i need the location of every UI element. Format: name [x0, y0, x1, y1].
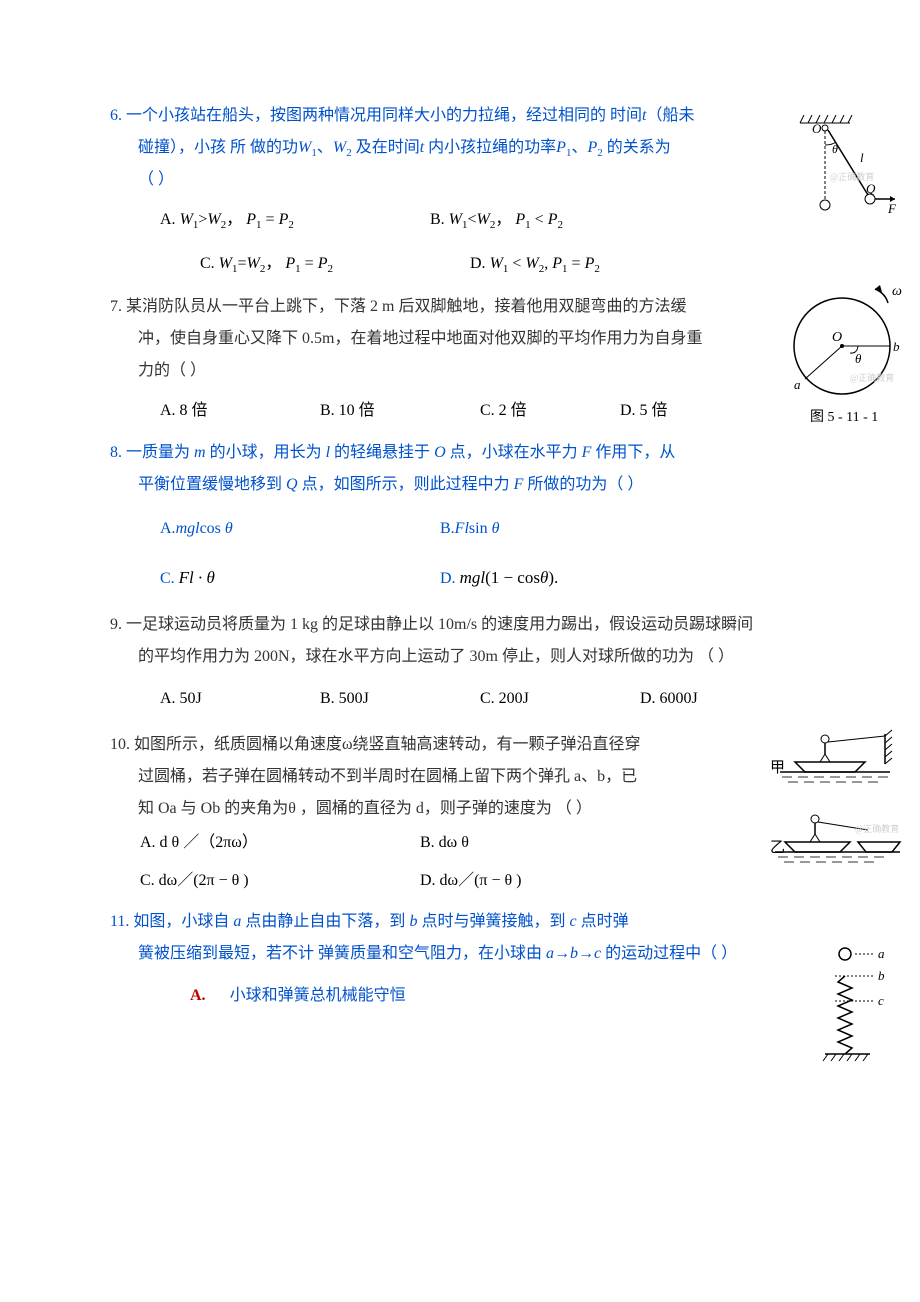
boats-diagram: 甲 乙	[765, 729, 905, 889]
label-a: a	[878, 946, 885, 961]
q6-paren: （ ）	[110, 164, 850, 196]
q9-opt-b: B. 500J	[320, 683, 480, 715]
q7-opt-d: D. 5 倍	[620, 395, 780, 427]
q11-opt-a-text: 小球和弹簧总机械能守恒	[230, 987, 406, 1004]
q7-options: A. 8 倍 B. 10 倍 C. 2 倍 D. 5 倍	[110, 395, 850, 427]
question-6: 6. 一个小孩站在船头，按图两种情况用同样大小的力拉绳，经过相同的 时间t（船未…	[110, 100, 850, 281]
question-8: 8. 一质量为 m 的小球，用长为 l 的轻绳悬挂于 O 点，小球在水平力 F …	[110, 437, 850, 595]
label-c: c	[878, 993, 884, 1008]
watermark: @正确教育	[830, 171, 874, 182]
q8-opt-a: A.mglcos θ	[160, 513, 440, 545]
q7-number: 7.	[110, 298, 122, 315]
q11-options: A. 小球和弹簧总机械能守恒	[110, 980, 850, 1012]
q11-text-line2: 簧被压缩到最短，若不计 弹簧质量和空气阻力，在小球由 a→b→c 的运动过程中（…	[110, 938, 850, 970]
q6-figure: O θ l Q F @正确教育	[790, 115, 900, 225]
q8-number: 8.	[110, 444, 122, 461]
label-b: b	[878, 968, 885, 983]
label-l: l	[860, 150, 864, 165]
q11-text: 11. 如图，小球自 a 点由静止自由下落，到 b 点时与弹簧接触，到 c 点时…	[110, 906, 850, 938]
q10-opt-b: B. dω θ	[420, 829, 469, 858]
q9-text: 9. 一足球运动员将质量为 1 kg 的足球由静止以 10m/s 的速度用力踢出…	[110, 609, 850, 641]
label-F: F	[887, 201, 897, 216]
q9-opt-a: A. 50J	[160, 683, 320, 715]
watermark: @正确教育	[855, 823, 899, 834]
q8-opt-c: C. Fl · θ	[160, 561, 440, 595]
q9-options: A. 50J B. 500J C. 200J D. 6000J	[110, 683, 850, 715]
question-10: 10. 如图所示，纸质圆桶以角速度ω绕竖直轴高速转动，有一颗子弹沿直径穿 过圆桶…	[110, 729, 850, 897]
q6-opt-d: D. W1 < W2, P1 = P2	[470, 248, 690, 280]
watermark: @正确教育	[850, 372, 894, 383]
question-11: 11. 如图，小球自 a 点由静止自由下落，到 b 点时与弹簧接触，到 c 点时…	[110, 906, 850, 1012]
q9-opt-d: D. 6000J	[640, 683, 800, 715]
label-jia: 甲	[770, 760, 785, 776]
q11-figure: a b c	[820, 946, 900, 1076]
q9-number: 9.	[110, 616, 122, 633]
q7-opt-a: A. 8 倍	[160, 395, 320, 427]
q9-opt-c: C. 200J	[480, 683, 640, 715]
circle-omega-diagram: ω O b a θ @正确教育 图 5 - 11 - 1	[780, 281, 910, 426]
label-O: O	[812, 121, 822, 136]
q10-options: A. d θ ／（2πω） B. dω θ C. dω／(2π − θ ) D.…	[110, 829, 850, 897]
question-7: 7. 某消防队员从一平台上跳下，下落 2 m 后双脚触地，接着他用双腿弯曲的方法…	[110, 291, 850, 427]
label-theta: θ	[832, 142, 838, 156]
q7-figure: ω O b a θ @正确教育 图 5 - 11 - 1	[780, 281, 910, 426]
q10-figure: 甲 乙	[765, 729, 905, 889]
q10-opt-d: D. dω／(π − θ )	[420, 867, 522, 896]
label-theta: θ	[855, 351, 862, 366]
q8-opt-d: D. mgl(1 − cosθ).	[440, 561, 558, 595]
q10-opt-a: A. d θ ／（2πω）	[140, 829, 420, 858]
q6-opt-c: C. W1=W2， P1 = P2	[200, 248, 420, 280]
q7-opt-b: B. 10 倍	[320, 395, 480, 427]
label-Q: Q	[866, 181, 876, 196]
q8-options: A.mglcos θ B.Flsin θ C. Fl · θ D. mgl(1 …	[110, 513, 850, 595]
q10-text: 10. 如图所示，纸质圆桶以角速度ω绕竖直轴高速转动，有一颗子弹沿直径穿	[110, 729, 850, 761]
label-b: b	[893, 339, 900, 354]
question-9: 9. 一足球运动员将质量为 1 kg 的足球由静止以 10m/s 的速度用力踢出…	[110, 609, 850, 715]
q10-number: 10.	[110, 736, 130, 753]
q8-opt-b: B.Flsin θ	[440, 513, 499, 545]
label-a: a	[794, 377, 801, 392]
q11-number: 11.	[110, 913, 129, 930]
spring-diagram: a b c	[820, 946, 900, 1076]
q6-opt-a: A. W1>W2， P1 = P2	[160, 204, 380, 236]
q8-text: 8. 一质量为 m 的小球，用长为 l 的轻绳悬挂于 O 点，小球在水平力 F …	[110, 437, 850, 469]
label-yi: 乙	[770, 840, 785, 856]
label-O: O	[832, 330, 842, 345]
q10-opt-c: C. dω／(2π − θ )	[140, 867, 420, 896]
q11-opt-a-label: A.	[190, 987, 206, 1004]
fig-caption: 图 5 - 11 - 1	[810, 410, 878, 425]
q8-text-line2: 平衡位置缓慢地移到 Q 点，如图所示，则此过程中力 F 所做的功为（ ）	[110, 469, 850, 501]
label-omega: ω	[892, 284, 902, 299]
q6-options: A. W1>W2， P1 = P2 B. W1<W2， P1 < P2 C. W…	[110, 204, 850, 280]
q6-text-line2: 碰撞），小孩 所 做的功W1、W2 及在时间t 内小孩拉绳的功率P1、P2 的关…	[110, 132, 850, 164]
pendulum-diagram: O θ l Q F @正确教育	[790, 115, 900, 225]
q6-opt-b: B. W1<W2， P1 < P2	[430, 204, 650, 236]
q7-opt-c: C. 2 倍	[480, 395, 620, 427]
q6-text: 6. 一个小孩站在船头，按图两种情况用同样大小的力拉绳，经过相同的 时间t（船未	[110, 100, 850, 132]
q7-text: 7. 某消防队员从一平台上跳下，下落 2 m 后双脚触地，接着他用双腿弯曲的方法…	[110, 291, 850, 323]
q6-number: 6.	[110, 107, 122, 124]
